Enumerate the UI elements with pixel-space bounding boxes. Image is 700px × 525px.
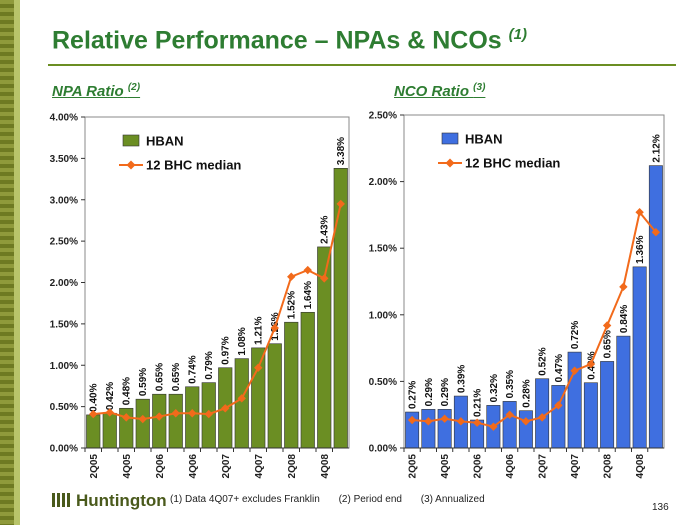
huntington-logo-icon bbox=[52, 493, 70, 507]
bar bbox=[86, 414, 101, 449]
median-point bbox=[204, 409, 213, 419]
bar bbox=[300, 311, 315, 449]
x-tick-label: 2Q05 bbox=[89, 454, 100, 479]
data-label: 0.65% bbox=[155, 363, 166, 391]
x-tick-label: 4Q06 bbox=[188, 454, 199, 479]
data-label: 0.79% bbox=[204, 351, 215, 379]
footnote-2: (2) Period end bbox=[338, 494, 402, 505]
bar bbox=[234, 358, 249, 449]
median-point bbox=[237, 394, 246, 403]
legend-swatch-hban bbox=[122, 134, 140, 147]
npa-heading: NPA Ratio (2) bbox=[52, 82, 140, 100]
median-point bbox=[287, 272, 296, 281]
x-tick-label: 4Q07 bbox=[254, 454, 265, 479]
x-tick-label: 2Q07 bbox=[221, 454, 232, 479]
page-number: 136 bbox=[652, 502, 669, 513]
median-point bbox=[320, 274, 329, 283]
huntington-logo-text: Huntington bbox=[76, 491, 167, 510]
median-point bbox=[122, 413, 131, 422]
bar bbox=[152, 393, 167, 449]
legend-label-hban: HBAN bbox=[146, 134, 184, 149]
median-point bbox=[155, 412, 164, 421]
y-tick-label: 3.00% bbox=[50, 195, 78, 206]
legend-swatch-median-marker bbox=[126, 160, 136, 170]
x-tick-label: 4Q05 bbox=[122, 454, 133, 479]
y-tick-label: 0.00% bbox=[50, 444, 78, 455]
huntington-logo: Huntington bbox=[52, 491, 167, 511]
page-title-text: Relative Performance – NPAs & NCOs bbox=[52, 26, 502, 55]
y-tick-label: 1.50% bbox=[50, 319, 78, 330]
data-label: 2.43% bbox=[320, 215, 331, 243]
footnote-1: (1) Data 4Q07+ excludes Franklin bbox=[170, 494, 320, 505]
y-tick-label: 2.00% bbox=[50, 278, 78, 289]
bar bbox=[135, 398, 150, 449]
npa-heading-note: (2) bbox=[127, 82, 141, 93]
footnote-3: (3) Annualized bbox=[420, 494, 485, 505]
data-label: 3.38% bbox=[336, 137, 347, 165]
bar bbox=[168, 393, 183, 449]
data-label: 0.40% bbox=[89, 383, 100, 411]
bar bbox=[284, 321, 299, 449]
median-point bbox=[270, 323, 279, 333]
median-point bbox=[254, 363, 263, 372]
median-point bbox=[336, 199, 345, 209]
data-label: 1.21% bbox=[254, 316, 265, 344]
data-label: 1.64% bbox=[303, 281, 314, 309]
x-tick-label: 4Q08 bbox=[320, 454, 331, 479]
data-label: 0.48% bbox=[122, 377, 133, 405]
median-point bbox=[171, 409, 180, 418]
decorative-left-band bbox=[0, 0, 14, 525]
y-tick-label: 0.50% bbox=[50, 402, 78, 413]
data-label: 0.42% bbox=[105, 382, 116, 410]
bar bbox=[267, 343, 282, 449]
data-label: 0.74% bbox=[188, 355, 199, 383]
x-tick-label: 2Q08 bbox=[287, 454, 298, 479]
data-label: 0.97% bbox=[221, 336, 232, 364]
nco-heading-text: NCO Ratio bbox=[394, 83, 469, 100]
median-point bbox=[105, 408, 114, 417]
footnotes: (1) Data 4Q07+ excludes Franklin (2) Per… bbox=[170, 494, 501, 505]
data-label: 0.59% bbox=[138, 368, 149, 396]
nco-heading-note: (3) bbox=[473, 82, 486, 93]
y-tick-label: 3.50% bbox=[50, 154, 78, 165]
title-divider bbox=[48, 64, 676, 66]
legend-label-median: 12 BHC median bbox=[146, 158, 241, 173]
median-point bbox=[188, 409, 197, 418]
median-point bbox=[89, 409, 98, 419]
bar bbox=[102, 412, 117, 449]
y-tick-label: 1.00% bbox=[50, 361, 78, 372]
y-tick-label: 4.00% bbox=[50, 113, 78, 124]
title-footnote-marker: (1) bbox=[508, 26, 528, 43]
nco-heading: NCO Ratio (3) bbox=[394, 82, 485, 100]
data-label: 1.08% bbox=[237, 327, 248, 355]
median-point bbox=[221, 404, 230, 413]
data-label: 1.52% bbox=[287, 291, 298, 319]
bar bbox=[251, 347, 266, 449]
median-line bbox=[93, 203, 342, 421]
data-label: 0.65% bbox=[171, 363, 182, 391]
bar bbox=[333, 168, 348, 449]
x-tick-label: 2Q06 bbox=[155, 454, 166, 479]
decorative-left-band-light bbox=[14, 0, 20, 525]
y-tick-label: 2.50% bbox=[50, 237, 78, 248]
page-title: Relative Performance – NPAs & NCOs (1) bbox=[52, 26, 527, 55]
median-point bbox=[138, 414, 147, 424]
median-point bbox=[303, 265, 312, 275]
npa-heading-text: NPA Ratio bbox=[52, 83, 124, 100]
